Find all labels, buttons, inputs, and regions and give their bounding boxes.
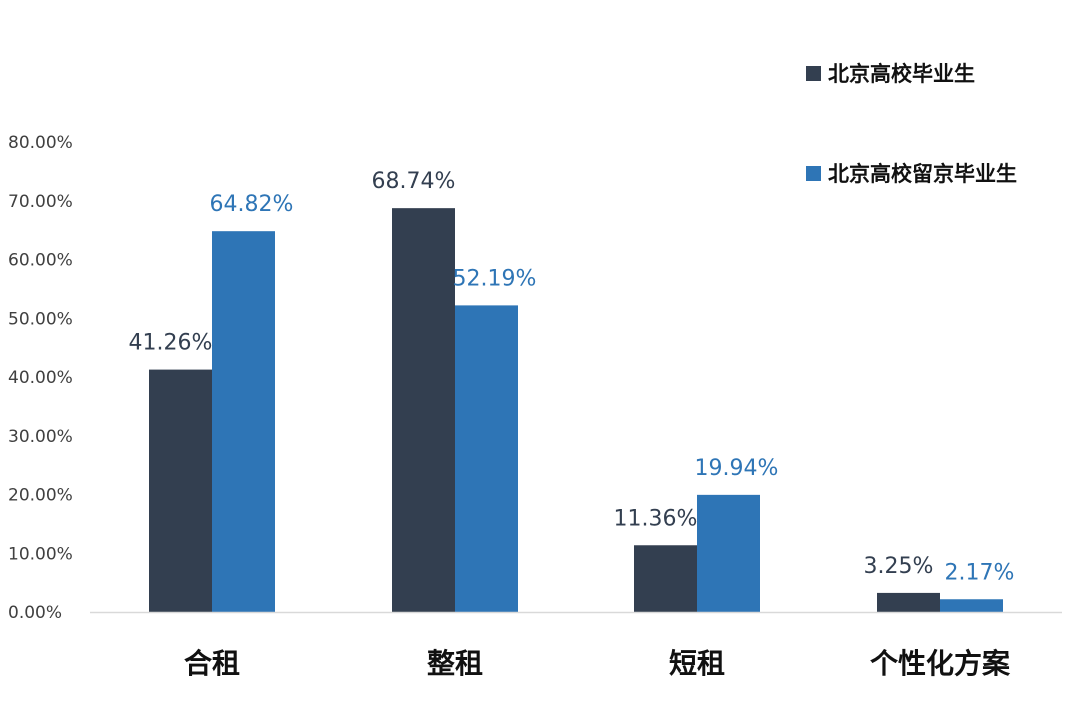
category-label-3: 个性化方案 xyxy=(870,647,1011,680)
y-tick-label: 0.00% xyxy=(8,603,62,623)
bar-series-1-1 xyxy=(455,305,518,612)
legend-swatch-1 xyxy=(806,166,821,181)
data-label-series-1-3: 2.17% xyxy=(945,560,1015,585)
y-tick-label: 60.00% xyxy=(8,251,73,271)
category-labels: 合租 整租 短租 个性化方案 xyxy=(184,647,1011,680)
data-label-series-1-0: 64.82% xyxy=(210,192,294,217)
bar-series-0-0 xyxy=(149,369,212,612)
y-tick-label: 70.00% xyxy=(8,192,73,212)
bar-series-1-0 xyxy=(212,231,275,612)
y-tick-label: 30.00% xyxy=(8,427,73,447)
legend-label-1: 北京高校留京毕业生 xyxy=(828,162,1017,186)
data-label-series-1-2: 19.94% xyxy=(695,456,779,481)
data-label-series-0-1: 68.74% xyxy=(372,169,456,194)
legend-swatch-0 xyxy=(806,66,821,81)
legend-label-0: 北京高校毕业生 xyxy=(828,62,975,86)
bar-series-0-1 xyxy=(392,208,455,612)
data-label-series-0-0: 41.26% xyxy=(129,331,213,356)
data-label-series-0-2: 11.36% xyxy=(614,506,698,531)
data-label-series-1-1: 52.19% xyxy=(453,266,537,291)
category-label-2: 短租 xyxy=(669,647,725,680)
data-labels: 41.26% 68.74% 11.36% 3.25% 64.82% 52.19% 19.94… xyxy=(129,169,1015,585)
bar-series-0-2 xyxy=(634,545,697,612)
y-tick-label: 50.00% xyxy=(8,309,73,329)
y-tick-label: 20.00% xyxy=(8,486,73,506)
bar-series-0-3 xyxy=(877,592,940,612)
category-label-1: 整租 xyxy=(427,647,483,680)
data-label-series-0-3: 3.25% xyxy=(864,554,934,579)
category-label-0: 合租 xyxy=(184,647,240,680)
y-axis-ticks: 0.00% 10.00% 20.00% 30.00% 40.00% 50.00% 60.00… xyxy=(8,133,73,623)
y-tick-label: 80.00% xyxy=(8,133,73,153)
bar-series-1-2 xyxy=(697,494,760,612)
y-tick-label: 40.00% xyxy=(8,368,73,388)
bars xyxy=(149,208,1003,612)
y-tick-label: 10.00% xyxy=(8,544,73,564)
bar-series-1-3 xyxy=(940,599,1003,612)
